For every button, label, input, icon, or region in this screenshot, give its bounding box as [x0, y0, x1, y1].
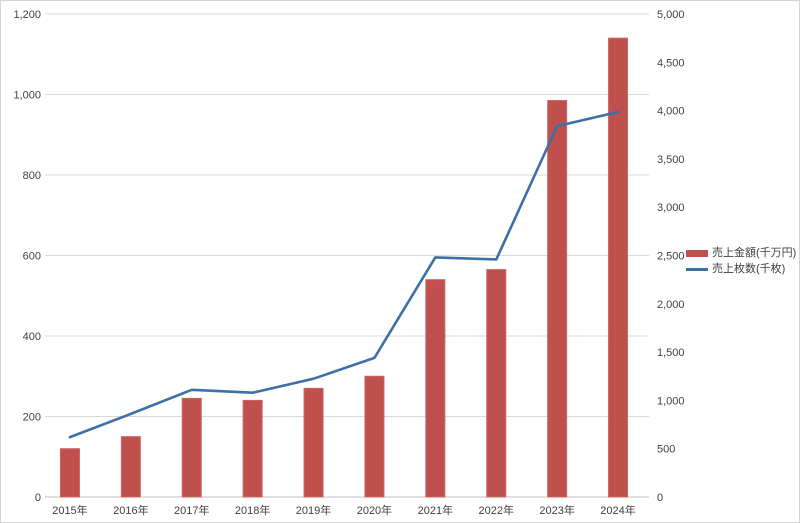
bar-2017年 — [181, 397, 202, 498]
line-series-swatch-icon — [686, 268, 708, 271]
right-axis-tick-3000: 3,000 — [657, 202, 685, 214]
right-axis-tick-1500: 1,500 — [657, 347, 685, 359]
bar-2022年 — [486, 269, 507, 498]
bar-2018年 — [242, 399, 263, 498]
right-axis-tick-4000: 4,000 — [657, 106, 685, 118]
right-axis-tick-5000: 5,000 — [657, 9, 685, 21]
bar-2015年 — [59, 448, 80, 498]
bar-2019年 — [303, 387, 324, 498]
right-axis-tick-2000: 2,000 — [657, 299, 685, 311]
left-axis-tick-400: 400 — [23, 331, 41, 343]
legend-label-sales-amount: 売上金額(千万円) — [712, 247, 797, 259]
right-axis-tick-4500: 4,500 — [657, 57, 685, 69]
legend-label-sales-count: 売上枚数(千枚) — [712, 263, 786, 275]
legend-item-sales-amount: 売上金額(千万円) — [686, 247, 796, 260]
right-axis-tick-3500: 3,500 — [657, 154, 685, 166]
x-label-2019年: 2019年 — [296, 503, 331, 517]
chart-legend: 売上金額(千万円) 売上枚数(千枚) — [686, 247, 796, 276]
bar-2023年 — [547, 100, 568, 498]
right-axis-tick-500: 500 — [657, 444, 675, 456]
bar-2020年 — [364, 375, 385, 498]
left-axis-tick-1000: 1,000 — [13, 90, 41, 102]
x-label-2024年: 2024年 — [600, 503, 635, 517]
bar-2024年 — [608, 37, 629, 498]
x-label-2022年: 2022年 — [479, 503, 514, 517]
x-label-2016年: 2016年 — [113, 503, 148, 517]
left-axis-tick-0: 0 — [35, 492, 41, 504]
right-axis-tick-0: 0 — [657, 492, 663, 504]
bar-2021年 — [425, 279, 446, 498]
right-axis-tick-1000: 1,000 — [657, 395, 685, 407]
x-label-2018年: 2018年 — [235, 503, 270, 517]
left-axis-tick-800: 800 — [23, 170, 41, 182]
x-label-2023年: 2023年 — [539, 503, 574, 517]
x-label-2021年: 2021年 — [418, 503, 453, 517]
legend-item-sales-count: 売上枚数(千枚) — [686, 263, 796, 276]
bar-series-swatch-icon — [686, 250, 708, 257]
left-axis-tick-1200: 1,200 — [13, 9, 41, 21]
sales-count-line — [68, 110, 620, 439]
bar-2016年 — [120, 436, 141, 498]
x-label-2015年: 2015年 — [52, 503, 87, 517]
x-label-2017年: 2017年 — [174, 503, 209, 517]
right-axis-tick-2500: 2,500 — [657, 251, 685, 263]
left-axis-tick-200: 200 — [23, 412, 41, 424]
left-axis-tick-600: 600 — [23, 251, 41, 263]
x-label-2020年: 2020年 — [357, 503, 392, 517]
